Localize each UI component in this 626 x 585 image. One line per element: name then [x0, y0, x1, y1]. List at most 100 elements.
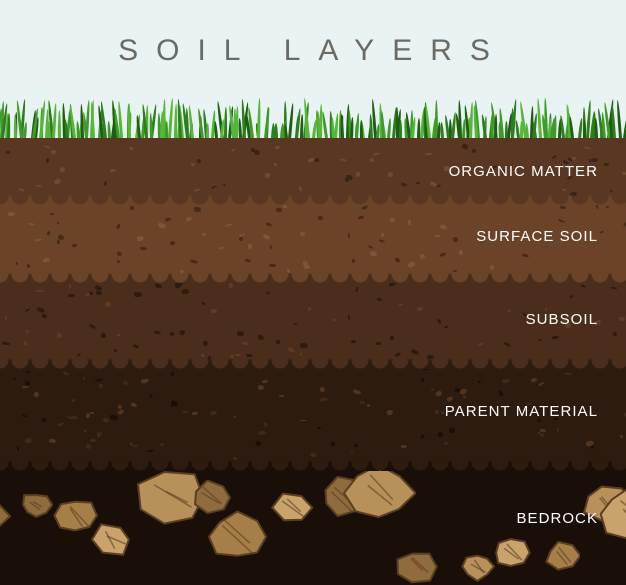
soil-speckle — [229, 355, 233, 359]
layer-label-bedrock: BEDROCK — [516, 510, 598, 527]
soil-speckle — [368, 245, 373, 249]
soil-speckle — [104, 301, 112, 309]
bedrock-rock — [544, 541, 580, 570]
soil-speckle — [62, 371, 68, 376]
grass-blade — [214, 121, 218, 138]
soil-speckle — [274, 163, 278, 167]
soil-speckle — [294, 323, 297, 325]
soil-speckle — [423, 367, 428, 371]
grass-blade — [494, 114, 498, 138]
grass-blade — [553, 115, 557, 138]
soil-speckle — [222, 184, 225, 187]
soil-speckle — [600, 230, 605, 233]
soil-speckle — [90, 412, 94, 415]
soil-speckle — [37, 306, 46, 312]
soil-speckle — [258, 431, 266, 435]
soil-speckle — [477, 381, 480, 383]
soil-speckle — [68, 293, 76, 297]
soil-speckle — [361, 205, 368, 211]
soil-speckle — [170, 371, 174, 376]
soil-speckle — [33, 391, 39, 398]
soil-speckle — [348, 315, 351, 320]
soil-speckle — [113, 348, 117, 352]
soil-speckle — [57, 240, 60, 244]
grass-blade — [288, 103, 294, 138]
grass-blade — [264, 107, 270, 138]
grass-blade — [206, 123, 209, 138]
soil-speckle — [180, 269, 185, 274]
soil-speckle — [320, 387, 325, 391]
grass-blade — [127, 103, 130, 138]
soil-speckle — [13, 378, 16, 381]
soil-speckle — [129, 206, 134, 211]
soil-speckle — [232, 456, 237, 460]
soil-speckle — [26, 263, 31, 268]
bedrock-rock — [271, 490, 315, 525]
soil-speckle — [238, 237, 243, 242]
bedrock-rock — [204, 510, 271, 564]
soil-speckle — [246, 354, 253, 357]
soil-speckle — [181, 288, 189, 294]
grass — [0, 96, 626, 138]
grass-blade — [7, 113, 11, 138]
soil-speckle — [90, 439, 95, 443]
soil-speckle — [266, 222, 273, 227]
soil-speckle — [420, 433, 425, 438]
soil-speckle — [165, 217, 171, 222]
soil-speckle — [110, 414, 119, 420]
soil-speckle — [420, 254, 426, 260]
soil-speckle — [435, 410, 439, 414]
soil-speckle — [116, 251, 122, 256]
soil-speckle — [287, 268, 291, 273]
soil-speckle — [352, 259, 355, 263]
grass-blade — [76, 121, 80, 138]
grass-blade — [569, 116, 574, 138]
soil-speckle — [46, 158, 50, 164]
soil-speckle — [317, 427, 321, 429]
soil-speckle — [453, 236, 459, 242]
soil-speckle — [407, 261, 416, 269]
soil-speckle — [551, 335, 558, 339]
soil-speckle — [207, 355, 211, 360]
soil-speckle — [376, 297, 382, 301]
grass-blade — [52, 103, 57, 138]
soil-speckle — [210, 308, 217, 314]
soil-speckle — [29, 223, 34, 226]
soil-speckle — [446, 396, 453, 402]
soil-speckle — [16, 262, 18, 266]
soil-speckle — [622, 172, 626, 176]
soil-speckle — [244, 259, 250, 263]
soil-speckle — [117, 408, 124, 415]
soil-speckle — [560, 206, 567, 209]
soil-speckle — [19, 189, 25, 192]
soil-speckle — [540, 433, 546, 439]
soil-speckle — [389, 217, 395, 223]
soil-speckle — [76, 353, 80, 357]
soil-speckle — [154, 330, 162, 334]
soil-speckle — [604, 163, 609, 165]
soil-speckle — [606, 206, 609, 208]
soil-speckle — [408, 220, 411, 226]
soil-speckle — [132, 344, 139, 349]
soil-speckle — [154, 283, 162, 289]
soil-speckle — [261, 380, 268, 384]
soil-speckle — [530, 377, 537, 383]
soil-speckle — [191, 162, 196, 166]
soil-speckle — [231, 148, 236, 152]
soil-speckle — [376, 342, 381, 345]
soil-speckle — [265, 291, 269, 295]
soil-speckle — [619, 435, 623, 438]
soil-speckle — [202, 302, 206, 306]
soil-speckle — [110, 169, 116, 173]
soil-speckle — [373, 152, 380, 156]
soil-speckle — [185, 216, 192, 222]
soil-speckle — [84, 430, 87, 433]
soil-speckle — [103, 417, 110, 423]
grass-blade — [440, 122, 444, 138]
soil-speckle — [353, 389, 362, 395]
soil-speckle — [263, 421, 267, 426]
soil-speckle — [478, 342, 485, 346]
soil-speckle — [389, 336, 393, 341]
soil-speckle — [401, 445, 407, 447]
soil-speckle — [122, 381, 127, 386]
